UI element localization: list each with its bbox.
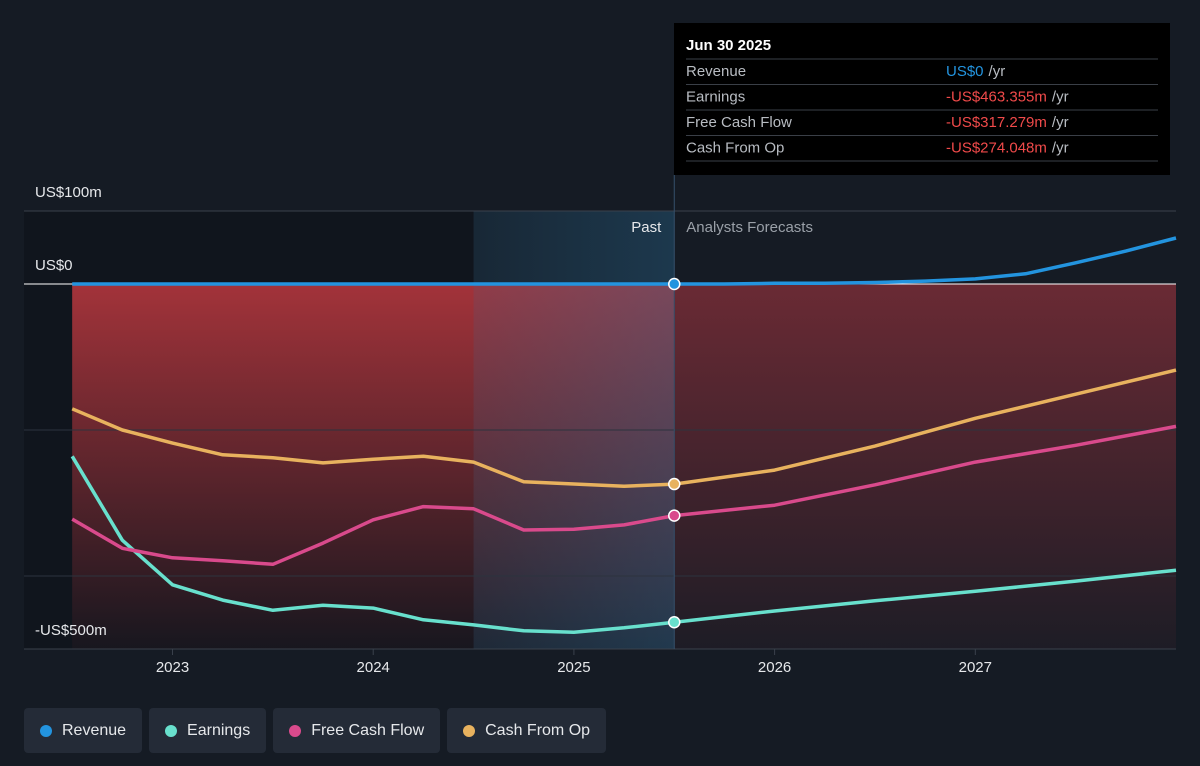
tooltip-value-text: -US$463.355m xyxy=(946,88,1047,105)
tooltip-value: -US$317.279m/yr xyxy=(946,114,1069,131)
legend-label: Free Cash Flow xyxy=(311,721,425,739)
tooltip-value-text: -US$317.279m xyxy=(946,114,1047,131)
past-label: Past xyxy=(631,219,662,236)
legend-label: Cash From Op xyxy=(485,721,591,739)
tooltip-bg xyxy=(674,23,1170,175)
tooltip-label: Revenue xyxy=(686,63,746,80)
tooltip-unit: /yr xyxy=(989,63,1006,80)
tooltip-unit: /yr xyxy=(1052,114,1069,131)
tooltip-label: Earnings xyxy=(686,88,745,105)
y-tick-label: US$0 xyxy=(35,257,73,274)
highlight-point xyxy=(668,277,681,291)
highlight-point xyxy=(668,477,681,491)
tooltip-unit: /yr xyxy=(1052,88,1069,105)
tooltip-title: Jun 30 2025 xyxy=(686,37,771,54)
legend-swatch xyxy=(463,724,476,737)
y-tick-label: US$100m xyxy=(35,184,102,201)
x-tick-label: 2023 xyxy=(156,659,189,676)
legend: Revenue Earnings Free Cash Flow Cash From O… xyxy=(24,708,607,753)
tooltip-label: Free Cash Flow xyxy=(686,114,792,131)
tooltip-value-text: -US$274.048m xyxy=(946,139,1047,156)
tooltip-unit: /yr xyxy=(1052,139,1069,156)
highlight-point xyxy=(668,615,681,629)
x-tick-label: 2027 xyxy=(959,659,992,676)
legend-item[interactable]: Earnings xyxy=(149,708,267,753)
legend-swatch xyxy=(165,724,178,737)
series-line xyxy=(72,236,1177,286)
tooltip-value: US$0/yr xyxy=(946,63,1005,80)
legend-swatch xyxy=(40,724,52,737)
x-tick-label: 2024 xyxy=(357,659,390,676)
x-tick-label: 2026 xyxy=(758,659,791,676)
tooltip-value: -US$274.048m/yr xyxy=(946,139,1069,156)
series-line xyxy=(71,424,1177,567)
legend-item[interactable]: Cash From Op xyxy=(447,708,607,753)
highlight-point xyxy=(668,509,681,522)
legend-item[interactable]: Free Cash Flow xyxy=(273,708,441,753)
legend-label: Revenue xyxy=(62,721,127,739)
legend-label: Earnings xyxy=(187,721,251,739)
forecast-label: Analysts Forecasts xyxy=(686,219,813,236)
series-line xyxy=(70,455,1177,634)
legend-swatch xyxy=(289,724,302,737)
chart: US$100m US$0 -US$500m 2023 2024 2025 2026 2027 P… xyxy=(24,23,1177,676)
tooltip-value: -US$463.355m/yr xyxy=(946,88,1069,105)
tooltip: Jun 30 2025 Revenue US$0/yr Earnings -US$463… xyxy=(674,23,1170,175)
legend-item[interactable]: Revenue xyxy=(24,708,143,753)
y-tick-label: -US$500m xyxy=(35,622,107,639)
series-line xyxy=(71,368,1177,488)
tooltip-value-text: US$0 xyxy=(946,63,984,80)
tooltip-label: Cash From Op xyxy=(686,139,784,156)
loss-area-forecast xyxy=(674,284,1176,649)
x-tick-label: 2025 xyxy=(557,659,590,676)
